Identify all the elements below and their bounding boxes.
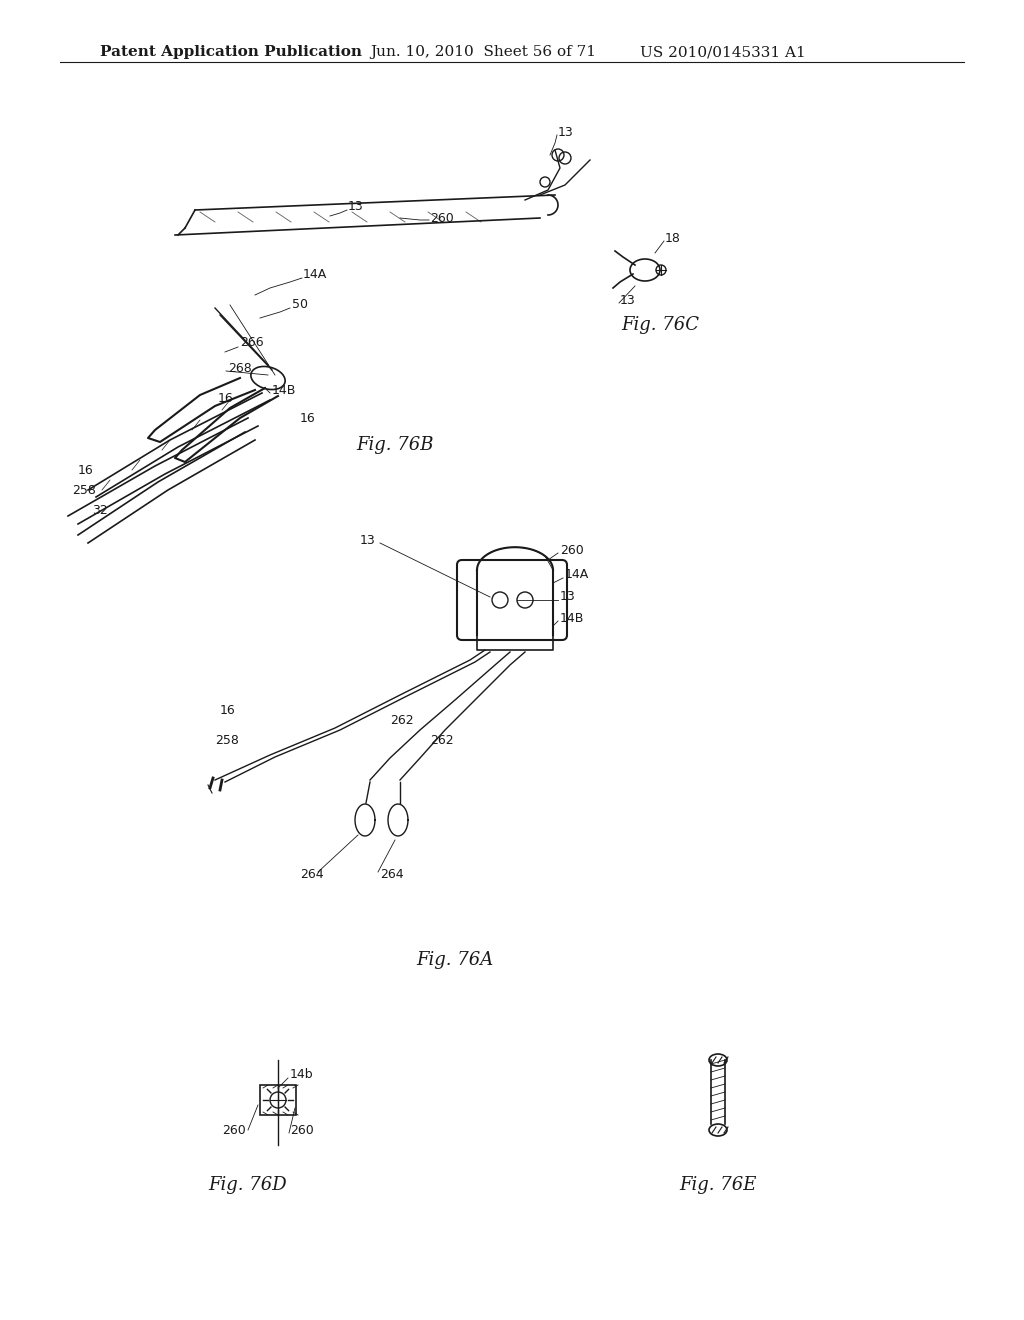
Text: Fig. 76A: Fig. 76A [417,950,494,969]
Text: 260: 260 [290,1123,313,1137]
Text: 13: 13 [360,533,376,546]
Text: 262: 262 [390,714,414,726]
Text: 260: 260 [430,211,454,224]
Text: 268: 268 [228,362,252,375]
Text: 14B: 14B [272,384,296,396]
Text: Fig. 76B: Fig. 76B [356,436,434,454]
Bar [260,1085,296,1115]
Text: 264: 264 [380,869,403,882]
Text: Fig. 76C: Fig. 76C [621,315,699,334]
Text: 16: 16 [220,704,236,717]
Text: Patent Application Publication: Patent Application Publication [100,45,362,59]
Text: 266: 266 [240,337,263,350]
Text: Fig. 76E: Fig. 76E [679,1176,757,1195]
Text: 18: 18 [665,231,681,244]
Text: Jun. 10, 2010  Sheet 56 of 71: Jun. 10, 2010 Sheet 56 of 71 [370,45,596,59]
Text: 13: 13 [620,293,636,306]
Text: 13: 13 [348,201,364,214]
Text: 258: 258 [215,734,239,747]
Text: 16: 16 [218,392,233,404]
Text: 13: 13 [558,125,573,139]
Text: 258: 258 [72,483,96,496]
Text: 264: 264 [300,869,324,882]
Text: 14B: 14B [560,611,585,624]
Text: US 2010/0145331 A1: US 2010/0145331 A1 [640,45,806,59]
Text: 260: 260 [560,544,584,557]
Text: 260: 260 [222,1123,246,1137]
Text: Fig. 76D: Fig. 76D [209,1176,288,1195]
Text: 262: 262 [430,734,454,747]
Text: 14A: 14A [303,268,328,281]
Text: 16: 16 [78,463,94,477]
Text: 32: 32 [92,503,108,516]
Text: 14A: 14A [565,569,589,582]
Text: 50: 50 [292,298,308,312]
Text: 14b: 14b [290,1068,313,1081]
Text: 16: 16 [300,412,315,425]
Text: 13: 13 [560,590,575,603]
